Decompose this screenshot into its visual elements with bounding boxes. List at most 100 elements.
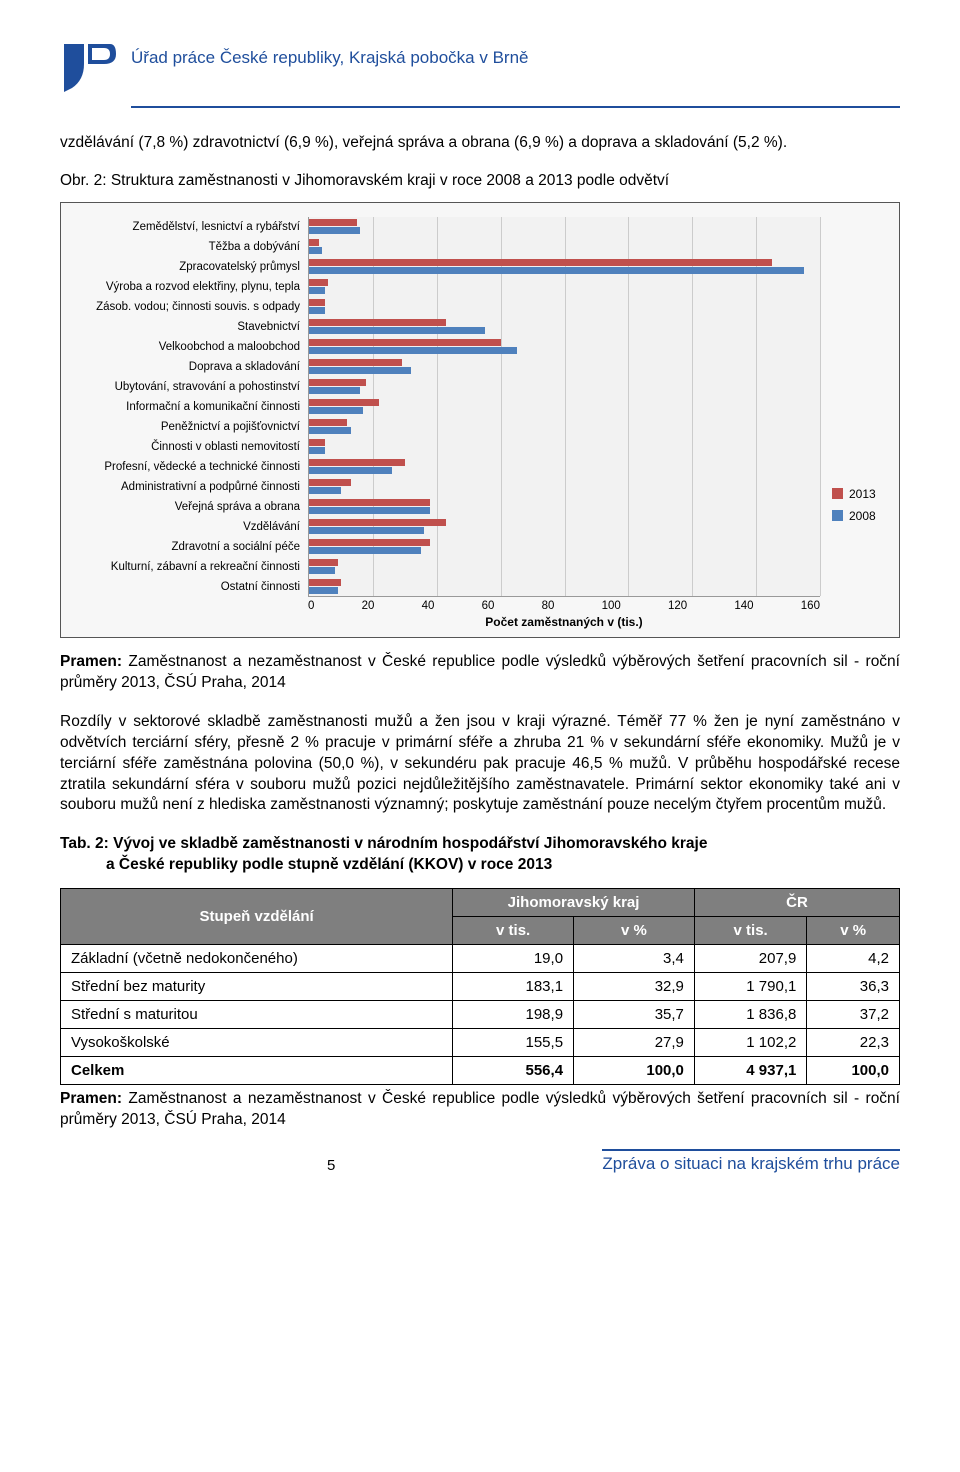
legend-item-2008: 2008 [832,509,887,523]
legend-item-2013: 2013 [832,487,887,501]
page-footer: 5 Zpráva o situaci na krajském trhu prác… [60,1149,900,1174]
td-num: 32,9 [574,973,695,1001]
bar-2008 [309,487,341,494]
td-num: 1 790,1 [694,973,806,1001]
bar-2013 [309,239,319,246]
bar-2008 [309,367,411,374]
x-tick: 80 [542,600,555,612]
bar-2013 [309,419,347,426]
th-jmk: Jihomoravský kraj [453,889,695,917]
x-tick: 0 [308,600,314,612]
chart-category-label: Informační a komunikační činnosti [73,397,300,417]
bar-2008 [309,287,325,294]
bar-2013 [309,219,357,226]
header-org: Úřad práce České republiky, Krajská pobo… [131,48,900,68]
chart-category-label: Výroba a rozvod elektřiny, plynu, tepla [73,277,300,297]
bar-2008 [309,267,804,274]
th-sub: v % [574,917,695,945]
x-tick: 120 [668,600,687,612]
bar-2008 [309,387,360,394]
th-sub: v tis. [694,917,806,945]
bar-2008 [309,567,335,574]
legend-label: 2008 [849,509,876,523]
chart-category-label: Zemědělství, lesnictví a rybářství [73,217,300,237]
chart-container: Zemědělství, lesnictví a rybářstvíTěžba … [60,202,900,638]
table-source: Pramen: Zaměstnanost a nezaměstnanost v … [60,1089,900,1131]
bar-2013 [309,339,501,346]
td-num: 1 836,8 [694,1001,806,1029]
bar-2008 [309,227,360,234]
chart-category-label: Činnosti v oblasti nemovitostí [73,437,300,457]
footer-report-title: Zpráva o situaci na krajském trhu práce [602,1149,900,1174]
td-num: 100,0 [574,1057,695,1085]
chart-category-label: Vzdělávání [73,517,300,537]
source-prefix: Pramen: [60,1090,122,1107]
table-caption: Tab. 2: Vývoj ve skladbě zaměstnanosti v… [60,834,900,876]
td-num: 1 102,2 [694,1029,806,1057]
chart-category-labels: Zemědělství, lesnictví a rybářstvíTěžba … [73,217,308,597]
bar-2013 [309,439,325,446]
td-num: 207,9 [694,945,806,973]
chart-category-label: Zásob. vodou; činnosti souvis. s odpady [73,297,300,317]
bar-2008 [309,587,338,594]
chart-legend: 2013 2008 [832,487,887,531]
table-row: Základní (včetně nedokončeného)19,03,420… [61,945,900,973]
td-label: Vysokoškolské [61,1029,453,1057]
chart-plot-area: 020406080100120140160 Počet zaměstnaných… [308,217,820,629]
bar-2013 [309,319,446,326]
x-tick: 40 [422,600,435,612]
chart-category-label: Profesní, vědecké a technické činnosti [73,457,300,477]
chart-x-axis: 020406080100120140160 [308,600,820,612]
chart-category-label: Velkoobchod a maloobchod [73,337,300,357]
td-label: Střední bez maturity [61,973,453,1001]
bar-2013 [309,299,325,306]
td-num: 35,7 [574,1001,695,1029]
chart-category-label: Stavebnictví [73,317,300,337]
bar-2013 [309,279,328,286]
td-num: 556,4 [453,1057,574,1085]
bar-2013 [309,579,341,586]
table-row: Střední bez maturity183,132,91 790,136,3 [61,973,900,1001]
education-table: Stupeň vzdělání Jihomoravský kraj ČR v t… [60,888,900,1085]
td-num: 27,9 [574,1029,695,1057]
bar-2013 [309,399,379,406]
td-num: 155,5 [453,1029,574,1057]
table-row: Celkem556,4100,04 937,1100,0 [61,1057,900,1085]
source-prefix: Pramen: [60,653,122,670]
page-number: 5 [60,1157,602,1174]
td-num: 4,2 [807,945,900,973]
chart-category-label: Ubytování, stravování a pohostinství [73,377,300,397]
bar-2013 [309,479,351,486]
logo-icon [60,40,116,96]
chart-category-label: Zdravotní a sociální péče [73,537,300,557]
td-label: Celkem [61,1057,453,1085]
chart-category-label: Doprava a skladování [73,357,300,377]
chart-category-label: Peněžnictví a pojišťovnictví [73,417,300,437]
page-header: Úřad práce České republiky, Krajská pobo… [60,40,900,96]
bar-2008 [309,407,363,414]
table-row: Vysokoškolské155,527,91 102,222,3 [61,1029,900,1057]
td-num: 37,2 [807,1001,900,1029]
source-body: Zaměstnanost a nezaměstnanost v České re… [60,1090,900,1128]
td-num: 22,3 [807,1029,900,1057]
legend-label: 2013 [849,487,876,501]
td-num: 3,4 [574,945,695,973]
chart-category-label: Zpracovatelský průmysl [73,257,300,277]
x-tick: 140 [734,600,753,612]
th-cr: ČR [694,889,899,917]
bar-2008 [309,507,430,514]
header-divider [131,106,900,108]
figure-caption: Obr. 2: Struktura zaměstnanosti v Jihomo… [60,172,900,190]
body-paragraph: Rozdíly v sektorové skladbě zaměstnanost… [60,712,900,817]
bar-2008 [309,247,322,254]
th-sub: v tis. [453,917,574,945]
x-tick: 160 [801,600,820,612]
bar-2008 [309,347,517,354]
bar-2008 [309,327,485,334]
figure-source: Pramen: Zaměstnanost a nezaměstnanost v … [60,652,900,694]
th-sub: v % [807,917,900,945]
chart-x-title: Počet zaměstnaných v (tis.) [308,615,820,629]
bar-2013 [309,539,430,546]
x-tick: 20 [362,600,375,612]
table-caption-line1: Tab. 2: Vývoj ve skladbě zaměstnanosti v… [60,835,707,852]
